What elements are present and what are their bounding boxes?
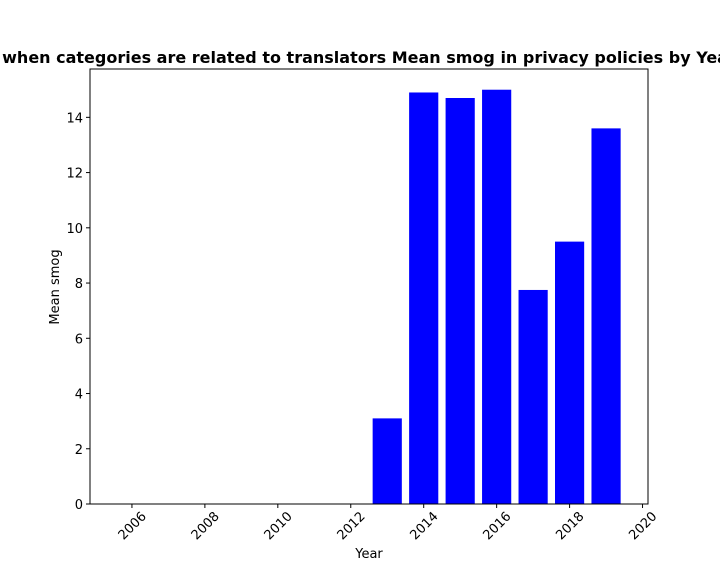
x-tick-label: 2016 <box>480 509 514 543</box>
x-tick-label: 2008 <box>189 509 223 543</box>
y-tick-label: 12 <box>66 167 83 182</box>
bar-2014 <box>409 92 439 504</box>
x-tick-label: 2006 <box>116 509 150 543</box>
bar-2018 <box>555 241 585 504</box>
bar-2013 <box>372 418 402 504</box>
y-axis-ticks: 0 2 4 6 8 10 12 14 <box>66 111 90 513</box>
y-tick-label: 10 <box>66 222 83 237</box>
y-axis-label: Mean smog <box>48 249 63 324</box>
y-tick-label: 8 <box>75 277 83 292</box>
y-tick-label: 6 <box>75 332 83 347</box>
x-tick-label: 2020 <box>626 509 660 543</box>
bar-2016 <box>482 89 512 504</box>
bar-2015 <box>445 98 475 504</box>
y-tick-label: 0 <box>75 498 83 513</box>
bar-2017 <box>518 289 548 504</box>
y-tick-label: 14 <box>66 111 83 126</box>
x-tick-label: 2010 <box>262 509 296 543</box>
x-tick-label: 2018 <box>553 509 587 543</box>
x-tick-label: 2014 <box>408 509 442 543</box>
y-tick-label: 2 <box>75 443 83 458</box>
bar-2019 <box>591 128 621 504</box>
y-tick-label: 4 <box>75 388 83 403</box>
chart-title: when categories are related to translato… <box>2 48 720 67</box>
plot-area-frame <box>89 68 649 505</box>
x-axis-label: Year <box>354 547 383 562</box>
bars-group <box>372 89 621 504</box>
x-axis-ticks: 2006 2008 2010 2012 2014 2016 2018 2020 <box>116 504 660 543</box>
x-tick-label: 2012 <box>335 509 369 543</box>
